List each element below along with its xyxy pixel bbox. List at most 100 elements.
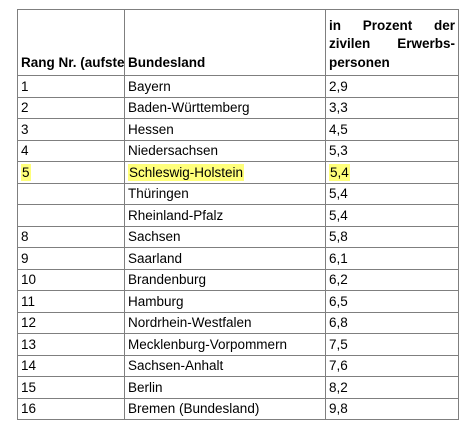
value-cell: 6,8 [325, 311, 459, 334]
header-row: Rang Nr. (aufsteigend) Bundesland in Pro… [17, 9, 459, 76]
state-cell-text: Sachsen-Anhalt [128, 358, 224, 373]
state-cell: Hessen [124, 118, 326, 141]
rank-cell: 11 [17, 290, 125, 313]
state-cell-text: Hessen [128, 121, 174, 137]
value-cell-text: 8,2 [329, 379, 348, 395]
state-cell-text: Nordrhein-Westfalen [128, 315, 252, 330]
rank-cell: 5 [17, 161, 125, 184]
state-cell: Bremen (Bundesland) [124, 397, 326, 420]
rank-cell-text: 2 [21, 100, 29, 115]
value-cell-text: 5,8 [329, 229, 348, 244]
rank-cell-text: 15 [21, 379, 37, 395]
rank-cell: 8 [17, 225, 125, 248]
state-cell: Schleswig-Holstein [124, 161, 326, 184]
value-cell-text: 5,4 [329, 186, 348, 201]
rank-cell: 3 [17, 118, 125, 141]
rank-cell: 12 [17, 311, 125, 334]
value-cell-text: 6,2 [329, 272, 348, 287]
state-cell-text: Schleswig-Holstein [128, 163, 245, 181]
rank-cell: 13 [17, 333, 125, 356]
state-cell: Sachsen [124, 225, 326, 248]
value-cell-text: 6,5 [329, 293, 348, 309]
table-row: 13 Mecklenburg-Vorpommern 7,5 [17, 333, 459, 356]
table-body: 1 Bayern 2,9 2 Baden-Württemberg 3,3 3 Hessen 4,… [17, 75, 459, 420]
table-row: 4 Niedersachsen 5,3 [17, 139, 459, 162]
table-row: 15 Berlin 8,2 [17, 376, 459, 399]
value-cell-text: 2,9 [329, 78, 348, 94]
value-cell: 7,5 [325, 333, 459, 356]
value-cell-text: 6,1 [329, 250, 348, 266]
state-cell: Baden-Württemberg [124, 96, 326, 119]
state-cell-text: Thüringen [128, 186, 189, 201]
value-cell-text: 5,4 [329, 163, 350, 181]
value-cell: 6,1 [325, 247, 459, 270]
header-rank: Rang Nr. (aufsteigend) [17, 9, 125, 76]
rank-cell-text: 5 [21, 163, 31, 181]
unemployment-ranking-table: Rang Nr. (aufsteigend) Bundesland in Pro… [17, 9, 459, 420]
rank-cell-text: 8 [21, 229, 29, 244]
table-row: 5 Schleswig-Holstein 5,4 [17, 161, 459, 184]
table-row: 3 Hessen 4,5 [17, 118, 459, 141]
rank-cell: 14 [17, 354, 125, 377]
value-cell: 2,9 [325, 75, 459, 98]
table-row: 11 Hamburg 6,5 [17, 290, 459, 313]
rank-cell: 1 [17, 75, 125, 98]
rank-cell-text: 13 [21, 336, 37, 352]
table-row: 2 Baden-Württemberg 3,3 [17, 96, 459, 119]
header-state: Bundesland [124, 9, 326, 76]
table-row: Rheinland-Pfalz 5,4 [17, 204, 459, 227]
rank-cell-text: 9 [21, 250, 29, 266]
table-row: Thüringen 5,4 [17, 182, 459, 205]
rank-cell [17, 204, 125, 227]
state-cell: Berlin [124, 376, 326, 399]
state-cell-text: Brandenburg [128, 272, 207, 287]
state-cell: Niedersachsen [124, 139, 326, 162]
value-cell: 7,6 [325, 354, 459, 377]
value-cell: 5,4 [325, 204, 459, 227]
value-cell: 5,4 [325, 182, 459, 205]
state-cell-text: Hamburg [128, 293, 184, 309]
state-cell-text: Sachsen [128, 229, 181, 244]
value-cell: 5,8 [325, 225, 459, 248]
value-cell-text: 3,3 [329, 100, 348, 115]
value-cell-text: 9,8 [329, 401, 348, 416]
value-cell: 3,3 [325, 96, 459, 119]
value-cell: 6,5 [325, 290, 459, 313]
rank-cell-text: 1 [21, 78, 29, 94]
value-cell-text: 5,4 [329, 207, 348, 223]
value-cell-text: 7,6 [329, 358, 348, 373]
state-cell-text: Bayern [128, 78, 171, 94]
state-cell-text: Rheinland-Pfalz [128, 207, 224, 223]
table-row: 8 Sachsen 5,8 [17, 225, 459, 248]
rank-cell: 9 [17, 247, 125, 270]
value-cell: 5,3 [325, 139, 459, 162]
rank-cell: 15 [17, 376, 125, 399]
state-cell: Saarland [124, 247, 326, 270]
table-row: 9 Saarland 6,1 [17, 247, 459, 270]
value-cell-text: 5,3 [329, 143, 348, 158]
value-cell: 8,2 [325, 376, 459, 399]
table-row: 14 Sachsen-Anhalt 7,6 [17, 354, 459, 377]
state-cell: Sachsen-Anhalt [124, 354, 326, 377]
rank-cell-text: 16 [21, 401, 37, 416]
rank-cell-text: 11 [21, 293, 36, 309]
table-row: 16 Bremen (Bundesland) 9,8 [17, 397, 459, 420]
state-cell-text: Bremen (Bundesland) [128, 401, 260, 416]
rank-cell-text: 4 [21, 143, 29, 158]
value-cell-text: 6,8 [329, 315, 348, 330]
table-header: Rang Nr. (aufsteigend) Bundesland in Pro… [17, 9, 459, 76]
rank-cell: 4 [17, 139, 125, 162]
state-cell-text: Saarland [128, 250, 183, 266]
state-cell: Brandenburg [124, 268, 326, 291]
table-row: 1 Bayern 2,9 [17, 75, 459, 98]
rank-cell-text: 12 [21, 315, 37, 330]
state-cell-text: Baden-Württemberg [128, 100, 250, 115]
rank-cell [17, 182, 125, 205]
state-cell: Mecklenburg-Vorpommern [124, 333, 326, 356]
state-cell: Rheinland-Pfalz [124, 204, 326, 227]
rank-cell: 16 [17, 397, 125, 420]
table-row: 10 Brandenburg 6,2 [17, 268, 459, 291]
state-cell-text: Mecklenburg-Vorpommern [128, 336, 288, 352]
table-row: 12 Nordrhein-Westfalen 6,8 [17, 311, 459, 334]
value-cell: 9,8 [325, 397, 459, 420]
